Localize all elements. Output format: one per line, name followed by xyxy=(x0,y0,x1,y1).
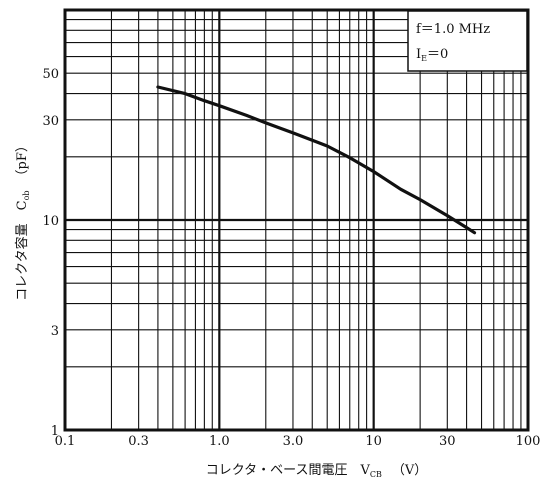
x-tick-label: 30 xyxy=(439,434,456,449)
y-tick-label: 30 xyxy=(42,114,59,129)
grid xyxy=(65,10,528,430)
tick-labels: 0.1 0.3 1.0 3.0 10 30 100 1 3 10 30 50 xyxy=(42,67,540,449)
data-layer xyxy=(156,85,477,235)
annotation-box xyxy=(407,10,528,72)
x-tick-label: 0.3 xyxy=(128,434,149,449)
series-line xyxy=(156,85,477,235)
x-axis-title-main: コレクタ・ベース間電圧 V xyxy=(206,463,371,478)
y-tick-label: 3 xyxy=(51,324,59,339)
y-axis-title-main: コレクタ容量 C xyxy=(14,200,30,300)
y-tick-label: 50 xyxy=(42,67,59,82)
annotation-ie-sub: E xyxy=(421,54,427,63)
x-tick-label: 1.0 xyxy=(209,434,230,449)
plot-frame xyxy=(63,8,530,432)
y-axis-title-sub: ob xyxy=(22,190,31,200)
x-axis-title-unit: （V） xyxy=(392,463,427,478)
annotation-ie-main: I xyxy=(416,47,421,62)
annotation-ie-rest: ＝0 xyxy=(427,47,448,62)
x-axis-title-sub: CB xyxy=(370,470,382,479)
y-tick-label: 1 xyxy=(51,424,59,439)
y-tick-label: 10 xyxy=(42,214,59,229)
x-axis-title: コレクタ・ベース間電圧 VCB （V） xyxy=(206,463,428,479)
annotation-emitter-current: IE＝0 xyxy=(416,47,448,63)
x-tick-label: 0.1 xyxy=(55,434,76,449)
annotation-frequency: f＝1.0 MHz xyxy=(416,22,490,37)
y-axis-title: コレクタ容量 Cob （pF） xyxy=(14,139,31,301)
x-tick-label: 3.0 xyxy=(283,434,304,449)
x-tick-label: 100 xyxy=(516,434,541,449)
x-tick-label: 10 xyxy=(365,434,382,449)
y-axis-title-unit: （pF） xyxy=(15,139,30,182)
